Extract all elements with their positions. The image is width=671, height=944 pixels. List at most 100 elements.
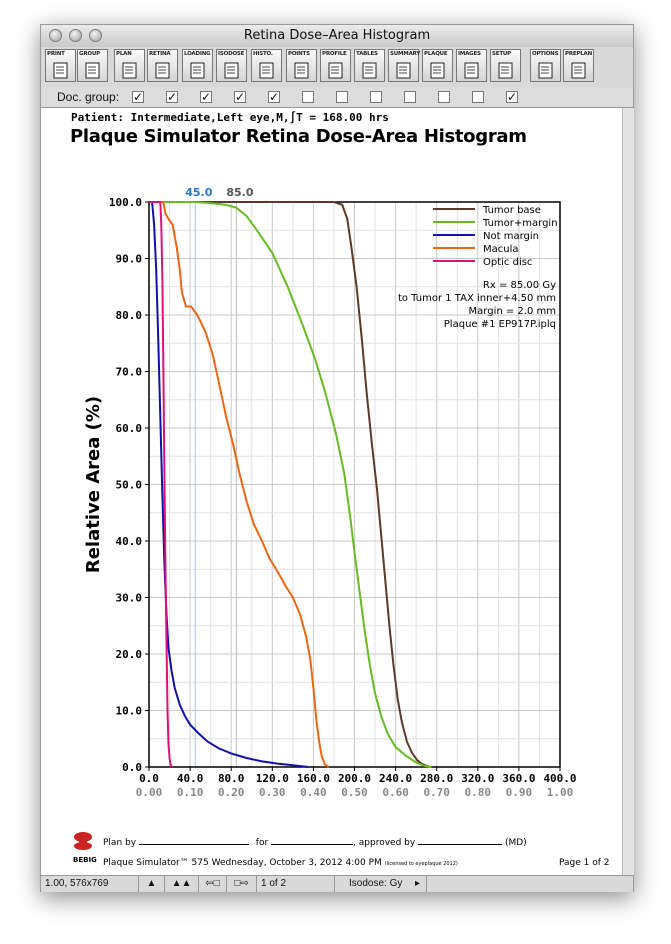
doc-group-checkbox[interactable] [472,91,484,103]
options-icon [538,62,553,79]
page-forward-button[interactable]: □⇨ [227,876,257,892]
toolbar-button-label: GROUP [79,51,100,57]
setup-icon [498,62,513,79]
isodose-unit-popup[interactable]: Isodose: Gy ▸ [335,876,427,892]
arrow-left-page-icon: ⇦□ [205,878,220,889]
doc-group-checkbox-checked[interactable]: ✓ [268,90,280,104]
toolbar-button-label: POINTS [288,51,310,57]
x-tick-label: 200.0 [338,772,371,785]
reference-line-label: 45.0 [185,186,212,199]
logo-text: BEBIG [73,856,97,864]
page-info: Page 1 of 2 [559,858,610,868]
points-icon [294,62,309,79]
y-tick-label: 90.0 [116,253,143,266]
reference-line-label: 85.0 [226,186,253,199]
for-blank [271,835,354,845]
doc-group-checkbox-checked[interactable]: ✓ [234,90,246,104]
toolbar-button-label: PRINT [47,51,65,57]
doc-group-checkbox[interactable] [370,91,382,103]
arrow-right-page-icon: □⇨ [234,878,249,889]
x-secondary-tick-label: 0.80 [465,786,492,799]
y-tick-label: 30.0 [116,592,143,605]
doc-group-checkbox-checked[interactable]: ✓ [166,90,178,104]
page-field[interactable]: 1 of 2 [257,876,335,892]
isodose-button[interactable]: ISODOSE [216,49,247,82]
doc-group-checkbox-checked[interactable]: ✓ [506,90,518,104]
setup-button[interactable]: SETUP [490,49,521,82]
zoom-button[interactable] [89,29,102,42]
group-button[interactable]: GROUP [77,49,108,82]
x-secondary-tick-label: 0.10 [177,786,204,799]
retina-button[interactable]: RETINA [147,49,178,82]
doc-group-checkbox[interactable] [404,91,416,103]
x-secondary-tick-label: 0.00 [136,786,163,799]
plaque-button[interactable]: PLAQUE [422,49,453,82]
x-secondary-tick-label: 0.60 [382,786,409,799]
preplan-button[interactable]: PREPLAN [563,49,594,82]
y-tick-label: 50.0 [116,479,143,492]
x-tick-label: 40.0 [177,772,204,785]
histo-button[interactable]: HISTO. [251,49,282,82]
page-up-button[interactable]: ▲ [139,876,165,892]
y-tick-label: 10.0 [116,705,143,718]
points-button[interactable]: POINTS [286,49,317,82]
plan-by-blank [138,835,249,845]
vertical-scrollbar[interactable] [622,108,634,875]
doc-group-checkbox[interactable] [438,91,450,103]
chevron-up-icon: ▲ [146,878,157,889]
isodose-icon [224,62,239,79]
x-secondary-tick-label: 0.20 [218,786,245,799]
doc-group-checkbox[interactable] [302,91,314,103]
options-button[interactable]: OPTIONS [530,49,561,82]
bebig-logo-icon [74,832,92,850]
close-button[interactable] [49,29,62,42]
doc-group-checkbox-checked[interactable]: ✓ [132,90,144,104]
profile-button[interactable]: PROFILE [320,49,351,82]
isodose-label: Isodose: Gy [349,878,403,889]
md-label: (MD) [504,838,527,848]
license-note: (licensed to eyeplaque 2012) [384,861,458,867]
page-first-button[interactable]: ▲▲ [165,876,199,892]
x-tick-label: 0.0 [139,772,159,785]
loading-button[interactable]: LOADING [182,49,213,82]
zoom-readout: 1.00, 576x769 [41,876,139,892]
profile-icon [328,62,343,79]
toolbar-button-label: PROFILE [322,51,347,57]
x-secondary-tick-label: 0.40 [300,786,327,799]
series-line-not-margin [149,201,309,768]
rx-annotation: Rx = 85.00 Gy [483,280,556,291]
x-tick-label: 240.0 [379,772,412,785]
summary-icon [396,62,411,79]
preplan-icon [571,62,586,79]
series-line-tumor-base [149,201,429,768]
tables-button[interactable]: TABLES [354,49,385,82]
report-page: Patient: Intermediate,Left eye,M,∫T = 16… [41,108,622,875]
double-chevron-up-icon: ▲▲ [171,878,192,889]
series-line-macula [149,201,330,768]
doc-group-checkbox-checked[interactable]: ✓ [200,90,212,104]
summary-button[interactable]: SUMMARY [388,49,421,82]
x-tick-label: 80.0 [218,772,245,785]
app-window: Retina Dose–Area Histogram PRINT GROUP PLA… [40,24,634,892]
legend-label: Tumor+margin [482,218,558,229]
x-tick-label: 320.0 [461,772,494,785]
toolbar-button-label: SETUP [492,51,511,57]
y-tick-label: 40.0 [116,535,143,548]
plan-by-line: Plan by for , approved by (MD) [103,835,527,848]
doc-group-checkbox[interactable] [336,91,348,103]
x-tick-label: 280.0 [420,772,453,785]
toolbar-button-label: SUMMARY [390,51,421,57]
x-tick-label: 160.0 [297,772,330,785]
print-button[interactable]: PRINT [45,49,76,82]
retina-icon [155,62,170,79]
version-text: Plaque Simulator™ 575 Wednesday, October… [103,858,382,868]
window-title: Retina Dose–Area Histogram [243,28,431,43]
legend-label: Optic disc [483,257,532,268]
page-back-button[interactable]: ⇦□ [199,876,227,892]
x-tick-label: 360.0 [502,772,535,785]
loading-icon [190,62,205,79]
minimize-button[interactable] [69,29,82,42]
images-button[interactable]: IMAGES [456,49,487,82]
series-line-tumor-margin [149,201,432,768]
plan-button[interactable]: PLAN [114,49,145,82]
